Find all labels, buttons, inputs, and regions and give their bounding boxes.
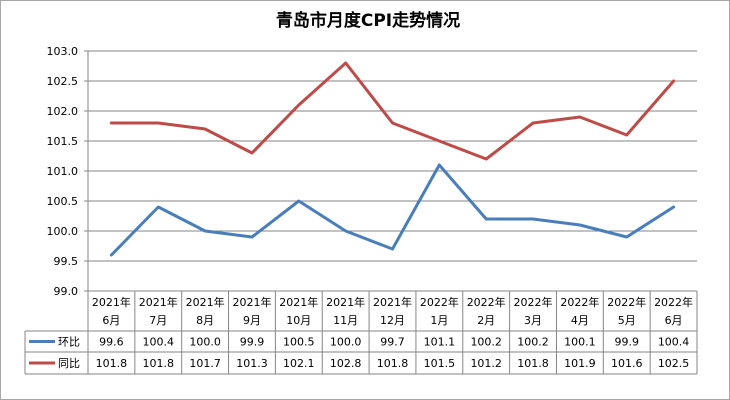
- category-label-year: 2022年: [607, 295, 646, 309]
- y-tick-label: 100.0: [47, 225, 79, 238]
- data-label: 102.1: [283, 357, 315, 370]
- category-label-year: 2022年: [514, 295, 553, 309]
- category-label-year: 2022年: [420, 295, 459, 309]
- data-label: 101.6: [611, 357, 643, 370]
- category-label-month: 6月: [102, 314, 120, 327]
- category-label-month: 11月: [333, 314, 358, 327]
- series-line-huanbi: [109, 163, 676, 257]
- y-tick-label: 101.5: [47, 135, 79, 148]
- data-label: 99.9: [614, 336, 639, 349]
- y-axis-ticks: 99.0 99.5 100.0 100.5 101.0 101.5 102.0 102.5 10…: [47, 45, 79, 298]
- category-label-month: 2月: [477, 314, 495, 327]
- category-label-month: 4月: [571, 314, 589, 327]
- category-label-year: 2021年: [326, 295, 365, 309]
- data-label: 101.2: [470, 357, 502, 370]
- data-label: 101.8: [143, 357, 175, 370]
- category-label-month: 7月: [149, 314, 167, 327]
- data-label: 100.1: [564, 336, 596, 349]
- data-label: 100.2: [470, 336, 502, 349]
- y-tick-label: 101.0: [47, 165, 79, 178]
- data-label: 102.5: [658, 357, 690, 370]
- data-label: 101.9: [564, 357, 596, 370]
- data-label: 100.0: [189, 336, 221, 349]
- category-label-month: 1月: [430, 314, 448, 327]
- chart-title: 青岛市月度CPI走势情况: [276, 10, 460, 31]
- series-lines: [109, 61, 676, 257]
- category-label-month: 5月: [618, 314, 636, 327]
- category-label-month: 9月: [243, 314, 261, 327]
- legend-label-huanbi: 环比: [58, 336, 80, 349]
- y-tick-label: 102.0: [47, 105, 79, 118]
- category-label-year: 2022年: [467, 295, 506, 309]
- category-label-year: 2022年: [560, 295, 599, 309]
- data-label: 102.8: [330, 357, 362, 370]
- category-label-year: 2021年: [92, 295, 131, 309]
- legend-label-tongbi: 同比: [58, 357, 80, 370]
- category-label-month: 10月: [286, 314, 311, 327]
- data-label: 101.8: [96, 357, 128, 370]
- series-line-tongbi: [109, 61, 676, 161]
- data-label: 99.6: [99, 336, 124, 349]
- category-label-year: 2021年: [186, 295, 225, 309]
- data-label: 100.2: [517, 336, 549, 349]
- category-label-month: 12月: [380, 314, 405, 327]
- y-tick-label: 99.5: [54, 255, 79, 268]
- data-label: 99.9: [240, 336, 265, 349]
- data-label: 100.4: [143, 336, 175, 349]
- y-tick-label: 99.0: [54, 285, 79, 298]
- data-label: 99.7: [380, 336, 405, 349]
- category-label-year: 2021年: [279, 295, 318, 309]
- data-label: 100.4: [658, 336, 690, 349]
- data-label: 101.1: [424, 336, 456, 349]
- category-label-month: 6月: [665, 314, 683, 327]
- y-tick-label: 102.5: [47, 75, 79, 88]
- data-label: 100.0: [330, 336, 362, 349]
- category-label-month: 3月: [524, 314, 542, 327]
- data-label: 101.5: [424, 357, 456, 370]
- y-tick-label: 100.5: [47, 195, 79, 208]
- grid: [84, 50, 697, 292]
- category-label-month: 8月: [196, 314, 214, 327]
- data-label: 101.3: [236, 357, 268, 370]
- data-table: 2021年 6月 2021年 7月 2021年 8月 2021年 9月 2021年 10月 2021…: [24, 290, 698, 375]
- category-label-year: 2022年: [654, 295, 693, 309]
- data-label: 101.8: [517, 357, 549, 370]
- data-label: 101.7: [189, 357, 221, 370]
- category-label-year: 2021年: [232, 295, 271, 309]
- category-label-year: 2021年: [139, 295, 178, 309]
- data-label: 100.5: [283, 336, 315, 349]
- category-label-year: 2021年: [373, 295, 412, 309]
- data-label: 101.8: [377, 357, 409, 370]
- y-tick-label: 103.0: [47, 45, 79, 58]
